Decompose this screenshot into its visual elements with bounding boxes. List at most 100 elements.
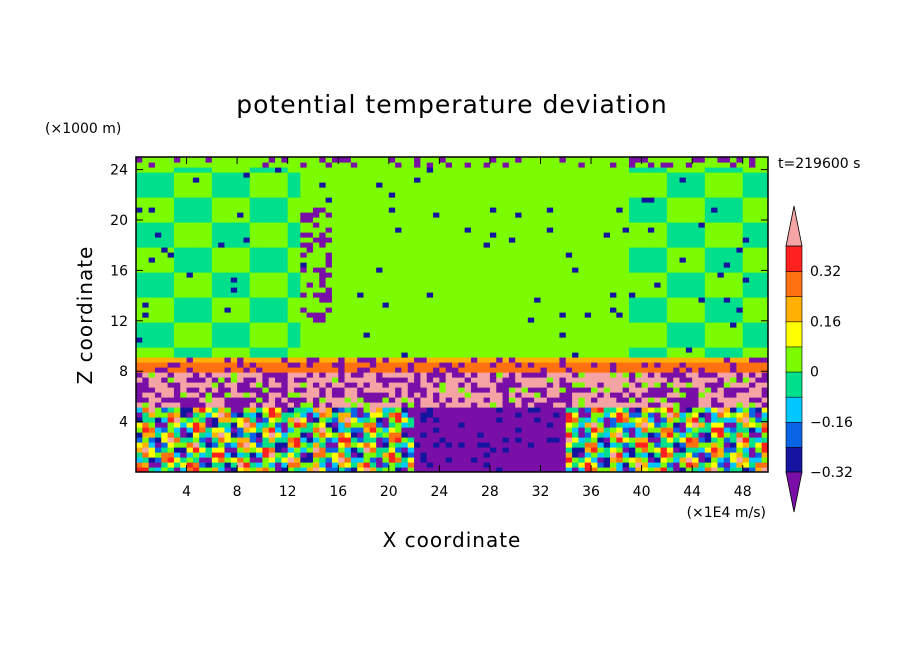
field-cell	[622, 232, 630, 238]
field-cell	[546, 262, 554, 268]
field-cell	[211, 377, 219, 383]
field-cell	[616, 307, 624, 313]
field-cell	[325, 247, 333, 253]
field-cell	[401, 442, 409, 448]
field-cell	[224, 447, 232, 453]
field-cell	[300, 297, 308, 303]
field-cell	[275, 307, 282, 313]
field-cell	[173, 232, 181, 238]
field-cell	[540, 462, 548, 468]
field-cell	[230, 462, 238, 468]
field-cell	[584, 287, 592, 293]
field-cell	[679, 317, 687, 323]
field-cell	[730, 367, 737, 373]
field-cell	[180, 377, 188, 383]
field-cell	[654, 462, 662, 468]
field-cell	[654, 337, 662, 343]
field-cell	[319, 292, 327, 298]
field-cell	[382, 262, 390, 268]
field-cell	[426, 247, 434, 253]
field-cell	[711, 457, 719, 463]
field-cell	[306, 262, 314, 268]
field-cell	[572, 382, 579, 388]
field-cell	[515, 322, 523, 328]
field-cell	[256, 377, 263, 383]
field-cell	[275, 392, 282, 398]
field-cell	[591, 327, 598, 333]
field-cell	[218, 452, 226, 458]
field-cell	[350, 252, 358, 258]
field-cell	[357, 327, 365, 333]
field-cell	[205, 397, 213, 403]
field-cell	[224, 242, 232, 248]
field-cell	[388, 382, 396, 388]
field-cell	[628, 242, 636, 248]
field-cell	[167, 432, 175, 438]
field-cell	[407, 342, 415, 348]
field-cell	[180, 342, 188, 348]
field-cell	[470, 382, 478, 388]
field-cell	[237, 262, 245, 268]
field-cell	[666, 307, 674, 313]
field-cell	[628, 437, 636, 443]
field-cell	[186, 392, 194, 398]
field-cell	[647, 392, 655, 398]
field-cell	[369, 412, 377, 418]
field-cell	[281, 452, 289, 458]
field-cell	[521, 287, 529, 293]
field-cell	[161, 367, 169, 373]
field-cell	[357, 242, 365, 248]
field-cell	[439, 412, 447, 418]
field-cell	[445, 462, 453, 468]
field-cell	[515, 417, 523, 423]
field-cell	[496, 237, 504, 243]
field-cell	[249, 367, 257, 373]
field-cell	[711, 362, 719, 368]
field-cell	[338, 282, 346, 288]
field-cell	[679, 397, 687, 403]
field-cell	[610, 307, 617, 313]
field-cell	[199, 332, 207, 338]
field-cell	[262, 332, 270, 338]
field-cell	[268, 462, 276, 468]
field-cell	[420, 267, 428, 273]
field-cell	[338, 447, 346, 453]
field-cell	[749, 327, 756, 333]
field-cell	[325, 367, 333, 373]
field-cell	[527, 312, 535, 318]
field-cell	[325, 232, 333, 238]
field-cell	[161, 387, 169, 393]
field-cell	[628, 262, 636, 268]
field-cell	[256, 222, 263, 228]
field-cell	[572, 277, 579, 283]
field-cell	[275, 322, 282, 328]
field-cell	[275, 347, 282, 353]
field-cell	[597, 427, 605, 433]
field-cell	[433, 397, 440, 403]
field-cell	[508, 402, 516, 408]
field-cell	[660, 287, 668, 293]
field-cell	[540, 242, 548, 248]
field-cell	[388, 247, 396, 253]
field-cell	[401, 317, 409, 323]
field-cell	[761, 302, 768, 308]
field-cell	[306, 412, 314, 418]
field-cell	[306, 467, 314, 472]
field-cell	[610, 352, 617, 358]
field-cell	[331, 322, 339, 328]
field-cell	[287, 387, 295, 393]
field-cell	[445, 267, 453, 273]
field-cell	[300, 417, 308, 423]
field-cell	[654, 442, 662, 448]
field-cell	[275, 332, 282, 338]
field-cell	[597, 317, 605, 323]
field-cell	[426, 377, 434, 383]
field-cell	[192, 342, 200, 348]
field-cell	[407, 262, 415, 268]
field-cell	[218, 262, 226, 268]
field-cell	[331, 317, 339, 323]
field-cell	[230, 377, 238, 383]
field-cell	[647, 362, 655, 368]
field-cell	[136, 367, 143, 373]
field-cell	[414, 352, 421, 358]
